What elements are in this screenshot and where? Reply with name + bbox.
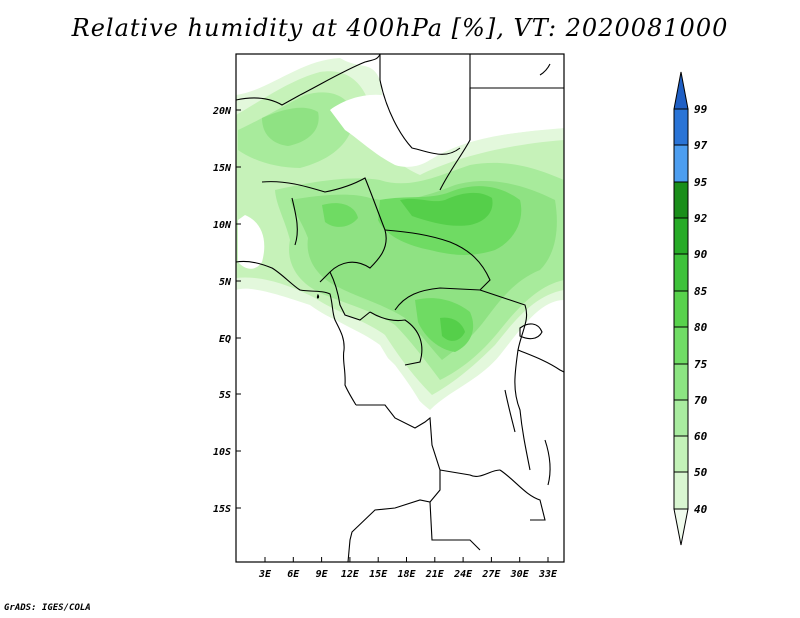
lake-malawi xyxy=(544,439,551,486)
colorbar-segment xyxy=(673,435,689,473)
colorbar-segment xyxy=(673,363,689,401)
border-sudan xyxy=(439,54,471,191)
coast-red-sea xyxy=(539,63,551,76)
colorbar-segment xyxy=(673,144,689,183)
colorbar-label: 92 xyxy=(694,212,708,225)
colorbar: 40 50 60 70 75 80 85 90 92 95 97 99 xyxy=(673,71,708,546)
border-angola xyxy=(347,404,441,562)
border-moz xyxy=(499,469,546,521)
colorbar-segment xyxy=(673,508,689,546)
colorbar-label: 97 xyxy=(694,139,708,152)
coastlines-borders xyxy=(236,54,564,562)
colorbar-segment xyxy=(673,471,689,510)
rh-shade-75c xyxy=(322,203,358,227)
lon-label: 9E xyxy=(316,569,329,580)
colorbar-label: 90 xyxy=(694,248,708,261)
lat-label: 15S xyxy=(213,504,231,515)
colorbar-segment xyxy=(673,290,689,328)
border-south xyxy=(429,501,481,551)
lat-label: EQ xyxy=(219,334,231,345)
dry-region-sahara xyxy=(330,94,440,167)
coastline-west xyxy=(236,260,357,406)
credit-label: GrADS: IGES/COLA xyxy=(4,603,91,613)
lon-label: 33E xyxy=(538,569,558,580)
colorbar-label: 80 xyxy=(694,321,708,334)
dry-region-gulf xyxy=(238,215,265,269)
lon-label: 12E xyxy=(341,569,360,580)
lat-label: 10N xyxy=(213,220,232,231)
lon-label: 30E xyxy=(510,569,530,580)
lon-label: 21E xyxy=(425,569,445,580)
lon-axis: 3E 6E 9E 12E 15E 18E 21E 24E 27E 30E 33E xyxy=(258,557,558,580)
map-frame xyxy=(235,53,565,563)
dry-region-south xyxy=(236,299,430,562)
border-zambia xyxy=(439,469,501,477)
lat-label: 5S xyxy=(219,390,231,401)
lat-label: 5N xyxy=(219,277,232,288)
colorbar-label: 70 xyxy=(694,394,708,407)
colorbar-segment xyxy=(673,326,689,365)
colorbar-segment xyxy=(673,217,689,255)
colorbar-label: 99 xyxy=(694,103,708,116)
lat-axis: 20N 15N 10N 5N EQ 5S 10S 15S xyxy=(212,106,241,515)
dry-regions xyxy=(236,54,564,562)
colorbar-label: 75 xyxy=(694,358,708,371)
border-niger xyxy=(299,54,381,96)
lon-label: 27E xyxy=(481,569,501,580)
colorbar-segment xyxy=(673,181,689,219)
border-cameroon xyxy=(329,271,371,321)
border-chad-car xyxy=(384,229,491,311)
colorbar-segment xyxy=(673,71,689,110)
colorbar-label: 60 xyxy=(694,430,708,443)
lon-label: 15E xyxy=(369,569,388,580)
colorbar-segment xyxy=(673,108,689,146)
lon-label: 24E xyxy=(453,569,473,580)
colorbar-label: 85 xyxy=(694,285,708,298)
rh-shade-80b xyxy=(440,317,465,341)
chart-title: Relative humidity at 400hPa [%], VT: 202… xyxy=(71,14,729,42)
lon-label: 3E xyxy=(258,569,272,580)
rh-shade-80 xyxy=(400,192,493,226)
lake-tanganyika xyxy=(504,389,516,433)
dry-region-ne xyxy=(470,54,564,140)
lon-label: 6E xyxy=(287,569,300,580)
lat-label: 15N xyxy=(213,163,232,174)
colorbar-label: 95 xyxy=(694,176,708,189)
lat-label: 10S xyxy=(213,447,231,458)
rh-shade-70c xyxy=(262,107,319,146)
colorbar-label: 40 xyxy=(694,503,708,516)
colorbar-segment xyxy=(673,253,689,292)
border-nigeria xyxy=(291,197,298,246)
dry-region-east xyxy=(430,300,564,562)
colorbar-segment xyxy=(673,399,689,437)
lon-label: 18E xyxy=(397,569,416,580)
islands-gulf xyxy=(316,293,320,299)
border-congo xyxy=(369,311,423,366)
colorbar-label: 50 xyxy=(694,466,708,479)
humidity-field xyxy=(236,58,564,410)
border-sahel-1 xyxy=(261,177,387,283)
lake-victoria xyxy=(519,323,543,340)
border-ne xyxy=(469,87,564,140)
border-libya xyxy=(379,54,461,155)
border-mali xyxy=(236,94,301,106)
border-tz xyxy=(517,349,564,373)
lat-label: 20N xyxy=(212,106,232,117)
